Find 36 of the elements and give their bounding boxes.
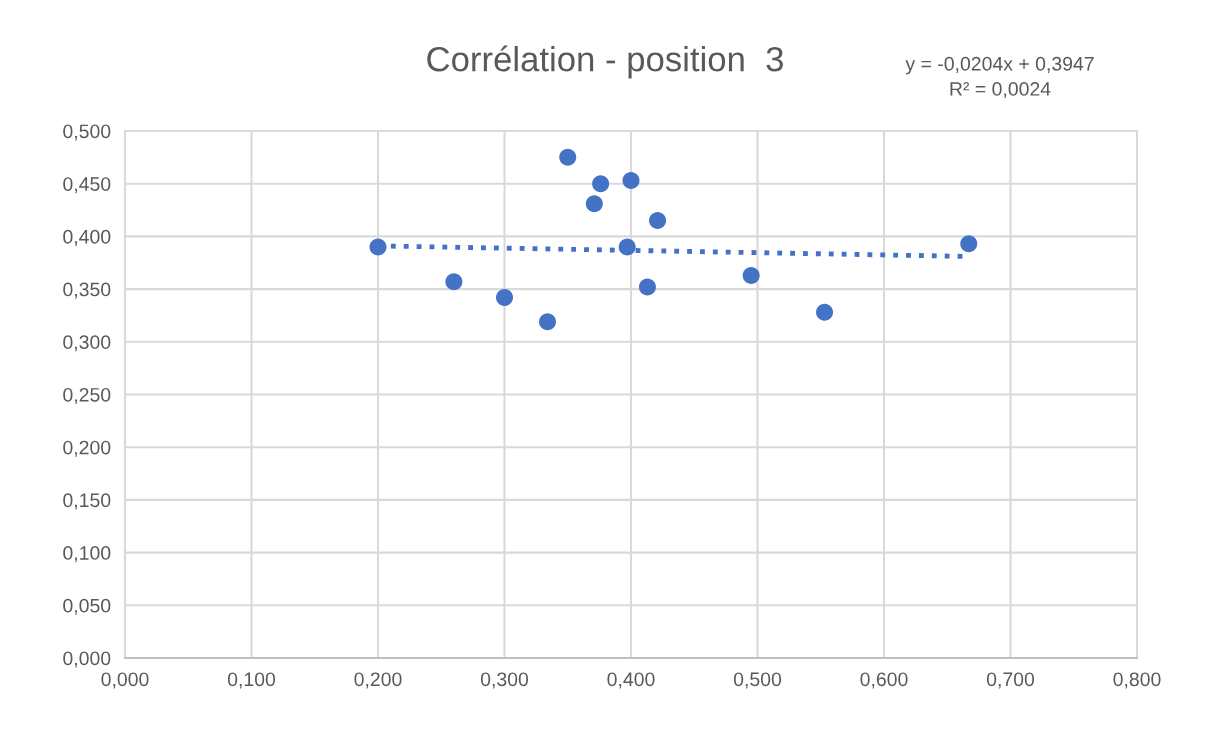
point (649, 212, 667, 230)
text: y = -0,0204x + 0,3947 R² = 0,0024 (905, 56, 1094, 99)
x-tick-label: 0,000 (101, 672, 149, 689)
y-tick-label: 0,250 (63, 387, 111, 405)
y-tick-label: 0,350 (63, 282, 111, 299)
y-tick-label: 0,200 (63, 440, 111, 457)
point (618, 238, 636, 256)
y-tick-label: 0,500 (63, 124, 111, 141)
point (495, 289, 514, 307)
x-tick-label: 0,300 (480, 672, 529, 689)
x-tick-label: 0,700 (986, 672, 1035, 689)
point (638, 278, 656, 296)
y-tick-label: 0,400 (63, 229, 111, 246)
x-tick-label: 0,600 (860, 672, 908, 689)
y-tick-label: 0,450 (63, 177, 111, 194)
x-tick-label: 0,800 (1113, 672, 1161, 689)
point (742, 266, 760, 284)
point (445, 273, 463, 291)
point (960, 235, 978, 253)
y-tick-label: 0,000 (63, 651, 111, 668)
x-tick-label: 0,200 (354, 672, 402, 689)
x-tick-label: 0,100 (227, 672, 276, 689)
y-tick-label: 0,150 (63, 493, 111, 510)
point (816, 303, 834, 321)
y-tick-label: 0,100 (63, 546, 111, 563)
x-tick-label: 0,400 (607, 672, 655, 689)
y-tick-label: 0,050 (63, 598, 111, 615)
point (369, 238, 387, 256)
point (592, 175, 610, 193)
point (585, 195, 603, 213)
x-tick-label: 0,500 (733, 672, 782, 689)
point (622, 172, 640, 190)
chart-title: Corrélation - position 3 (427, 45, 783, 79)
point (539, 313, 557, 331)
point (559, 148, 577, 166)
y-tick-label: 0,300 (63, 335, 111, 352)
